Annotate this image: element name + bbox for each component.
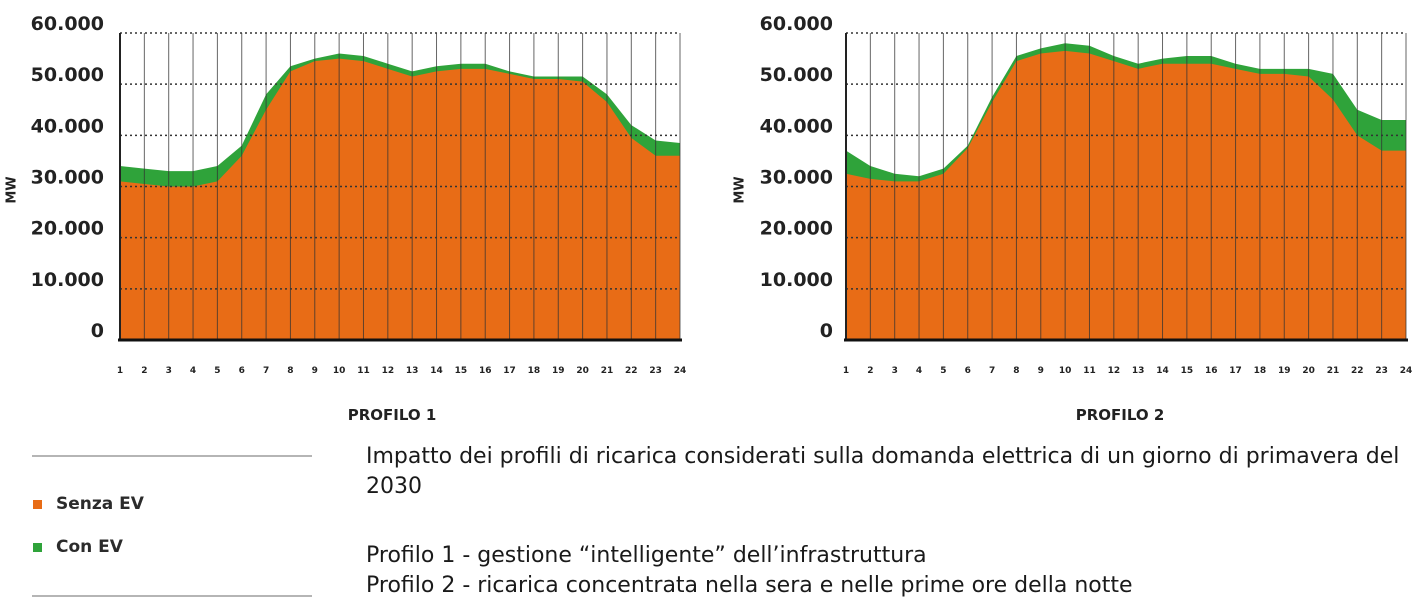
chart-title: PROFILO 1 [348, 406, 437, 424]
x-tick-label: 15 [455, 366, 468, 376]
x-tick-label: 12 [1108, 366, 1121, 376]
y-tick-label: 60.000 [31, 13, 104, 35]
x-tick-label: 21 [601, 366, 614, 376]
legend-item-con-ev: Con EV [33, 537, 123, 557]
x-tick-label: 3 [166, 366, 172, 376]
x-tick-label: 19 [552, 366, 565, 376]
x-tick-label: 12 [382, 366, 395, 376]
caption-profilo-1: Profilo 1 - gestione “intelligente” dell… [366, 543, 927, 568]
x-tick-label: 6 [239, 366, 245, 376]
x-tick-label: 22 [1351, 366, 1364, 376]
x-tick-label: 6 [965, 366, 971, 376]
x-tick-label: 8 [287, 366, 293, 376]
x-tick-label: 10 [1059, 366, 1072, 376]
x-tick-label: 19 [1278, 366, 1291, 376]
y-tick-label: 0 [91, 320, 104, 342]
x-tick-label: 18 [528, 366, 541, 376]
legend-label-con-ev: Con EV [56, 537, 123, 557]
y-tick-label: 30.000 [760, 167, 833, 189]
y-tick-label: 30.000 [31, 167, 104, 189]
x-tick-label: 5 [940, 366, 946, 376]
y-tick-label: 20.000 [31, 218, 104, 240]
y-axis-label: MW [733, 176, 748, 203]
legend-swatch-senza-ev [33, 499, 42, 509]
y-tick-label: 20.000 [760, 218, 833, 240]
x-tick-label: 22 [625, 366, 638, 376]
x-tick-label: 23 [1375, 366, 1388, 376]
y-tick-label: 50.000 [760, 64, 833, 86]
x-tick-label: 20 [1302, 366, 1315, 376]
x-tick-label: 11 [1083, 366, 1096, 376]
x-tick-label: 1 [117, 366, 123, 376]
x-tick-label: 24 [674, 366, 687, 376]
x-tick-label: 1 [843, 366, 849, 376]
y-tick-label: 10.000 [31, 269, 104, 291]
x-tick-label: 4 [190, 366, 196, 376]
y-tick-label: 60.000 [760, 13, 833, 35]
x-tick-label: 9 [312, 366, 318, 376]
x-tick-label: 21 [1327, 366, 1340, 376]
x-tick-label: 18 [1254, 366, 1267, 376]
x-tick-label: 15 [1181, 366, 1194, 376]
y-tick-label: 10.000 [760, 269, 833, 291]
y-tick-label: 40.000 [31, 115, 104, 137]
legend-swatch-con-ev [33, 542, 42, 552]
y-tick-label: 0 [820, 320, 833, 342]
x-tick-label: 5 [214, 366, 220, 376]
x-tick-label: 24 [1400, 366, 1413, 376]
y-tick-label: 40.000 [760, 115, 833, 137]
chart-title: PROFILO 2 [1076, 406, 1165, 424]
x-tick-label: 14 [430, 366, 443, 376]
x-tick-label: 2 [141, 366, 147, 376]
x-tick-label: 13 [1132, 366, 1145, 376]
y-tick-label: 50.000 [31, 64, 104, 86]
x-tick-label: 13 [406, 366, 419, 376]
x-tick-label: 14 [1156, 366, 1169, 376]
x-tick-label: 23 [649, 366, 662, 376]
x-tick-label: 17 [1229, 366, 1242, 376]
x-tick-label: 9 [1038, 366, 1044, 376]
legend-item-senza-ev: Senza EV [33, 494, 144, 514]
x-tick-label: 4 [916, 366, 922, 376]
x-tick-label: 7 [989, 366, 995, 376]
caption-title: Impatto dei profili di ricarica consider… [366, 444, 1400, 499]
x-tick-label: 8 [1013, 366, 1019, 376]
x-tick-label: 17 [503, 366, 516, 376]
x-tick-label: 7 [263, 366, 269, 376]
x-tick-label: 11 [357, 366, 370, 376]
x-tick-label: 2 [867, 366, 873, 376]
legend-divider-top [32, 455, 312, 457]
x-tick-label: 20 [576, 366, 589, 376]
series-area-senza-ev [120, 58, 680, 340]
legend-divider-bottom [32, 595, 312, 597]
y-axis-label: MW [5, 176, 20, 203]
x-tick-label: 3 [892, 366, 898, 376]
x-tick-label: 16 [1205, 366, 1218, 376]
x-tick-label: 10 [333, 366, 346, 376]
series-area-senza-ev [846, 50, 1406, 340]
caption-profilo-2: Profilo 2 - ricarica concentrata nella s… [366, 573, 1133, 598]
legend-label-senza-ev: Senza EV [56, 494, 144, 514]
x-tick-label: 16 [479, 366, 492, 376]
